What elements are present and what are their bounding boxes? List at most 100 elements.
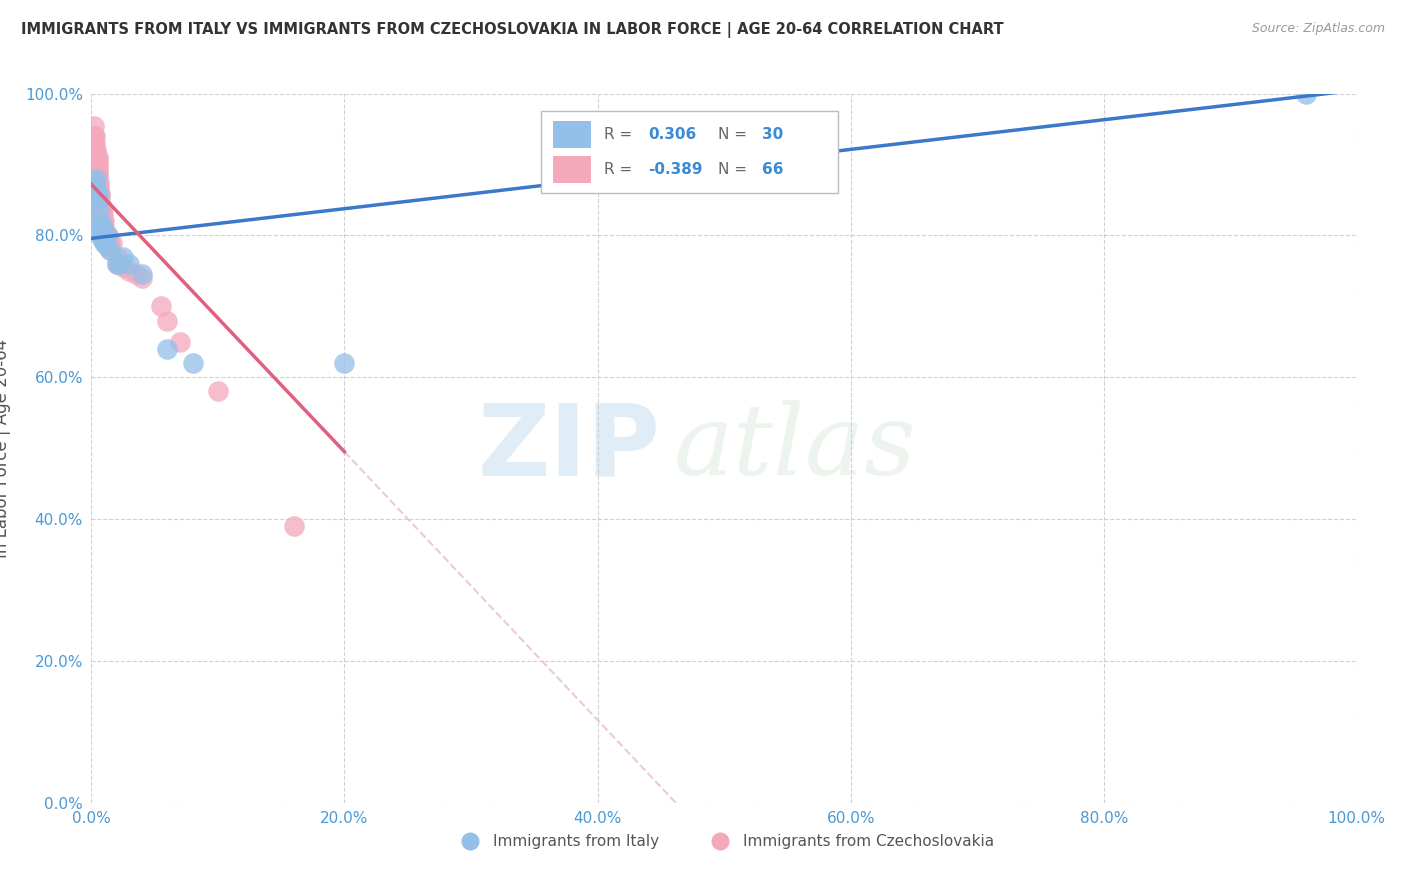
Point: [89, 189, 111, 203]
Point: [96, 228, 118, 243]
Point: [1295, 87, 1317, 101]
Point: [84, 157, 107, 171]
Point: [89, 186, 111, 200]
Text: IMMIGRANTS FROM ITALY VS IMMIGRANTS FROM CZECHOSLOVAKIA IN LABOR FORCE | AGE 20-: IMMIGRANTS FROM ITALY VS IMMIGRANTS FROM…: [21, 22, 1004, 38]
Point: [84, 136, 107, 151]
Point: [89, 196, 111, 211]
Point: [87, 157, 110, 171]
Point: [84, 129, 107, 144]
Point: [86, 171, 108, 186]
Point: [87, 178, 110, 193]
Point: [91, 214, 114, 228]
Point: [89, 228, 111, 243]
Point: [87, 161, 110, 175]
Point: [96, 228, 118, 243]
Point: [90, 203, 112, 218]
Text: 66: 66: [762, 162, 783, 177]
FancyBboxPatch shape: [540, 112, 838, 193]
Point: [86, 151, 108, 165]
Point: [90, 209, 112, 223]
Text: Source: ZipAtlas.com: Source: ZipAtlas.com: [1251, 22, 1385, 36]
Point: [118, 264, 141, 278]
Point: [96, 239, 118, 253]
Point: [83, 144, 105, 158]
Point: [90, 200, 112, 214]
Point: [86, 178, 108, 193]
Point: [98, 235, 121, 250]
Point: [93, 219, 115, 234]
Point: [93, 235, 115, 250]
Point: [86, 171, 108, 186]
Point: [87, 182, 110, 196]
Point: [131, 268, 153, 282]
Text: N =: N =: [717, 162, 752, 177]
Point: [90, 218, 112, 232]
Point: [87, 151, 110, 165]
Text: R =: R =: [603, 162, 637, 177]
Point: [87, 164, 110, 178]
Point: [111, 260, 135, 275]
Point: [83, 178, 105, 193]
Point: [84, 164, 107, 178]
Point: [156, 313, 179, 327]
Point: [131, 271, 153, 285]
Point: [84, 182, 107, 196]
Point: [84, 175, 107, 189]
FancyBboxPatch shape: [553, 121, 591, 148]
Text: -0.389: -0.389: [648, 162, 703, 177]
Point: [84, 171, 107, 186]
Point: [118, 257, 141, 271]
Point: [89, 221, 111, 235]
Point: [105, 250, 128, 264]
Point: [89, 193, 111, 207]
Text: N =: N =: [717, 128, 752, 143]
Point: [105, 257, 128, 271]
Legend: Immigrants from Italy, Immigrants from Czechoslovakia: Immigrants from Italy, Immigrants from C…: [449, 828, 1000, 855]
Point: [86, 154, 108, 169]
Point: [87, 193, 110, 207]
Point: [98, 243, 121, 257]
Text: R =: R =: [603, 128, 637, 143]
Text: atlas: atlas: [673, 401, 917, 496]
Point: [87, 214, 110, 228]
Point: [207, 384, 229, 399]
Point: [86, 161, 108, 175]
Point: [91, 228, 114, 243]
Point: [87, 175, 110, 189]
Point: [87, 154, 110, 169]
Point: [156, 342, 179, 356]
Point: [93, 228, 115, 243]
Point: [181, 356, 204, 370]
Point: [108, 257, 131, 271]
Point: [84, 144, 107, 158]
Point: [87, 175, 110, 189]
Point: [89, 200, 111, 214]
Point: [149, 300, 172, 314]
Point: [124, 268, 148, 282]
Point: [83, 119, 105, 133]
Point: [86, 157, 108, 171]
Point: [98, 243, 121, 257]
Point: [108, 257, 131, 271]
Point: [105, 257, 128, 271]
Point: [283, 519, 305, 533]
Y-axis label: In Labor Force | Age 20-64: In Labor Force | Age 20-64: [0, 339, 11, 558]
Point: [100, 235, 122, 250]
Point: [97, 228, 120, 243]
FancyBboxPatch shape: [553, 156, 591, 183]
Point: [84, 161, 107, 175]
Point: [83, 129, 105, 144]
Point: [87, 203, 110, 218]
Point: [87, 189, 110, 203]
Point: [84, 151, 107, 165]
Point: [169, 334, 191, 349]
Point: [87, 186, 110, 200]
Point: [83, 136, 105, 151]
Point: [87, 186, 110, 200]
Point: [90, 232, 112, 246]
Point: [96, 235, 118, 250]
Point: [90, 214, 112, 228]
Point: [111, 250, 135, 264]
Point: [89, 207, 111, 221]
Point: [87, 186, 110, 200]
